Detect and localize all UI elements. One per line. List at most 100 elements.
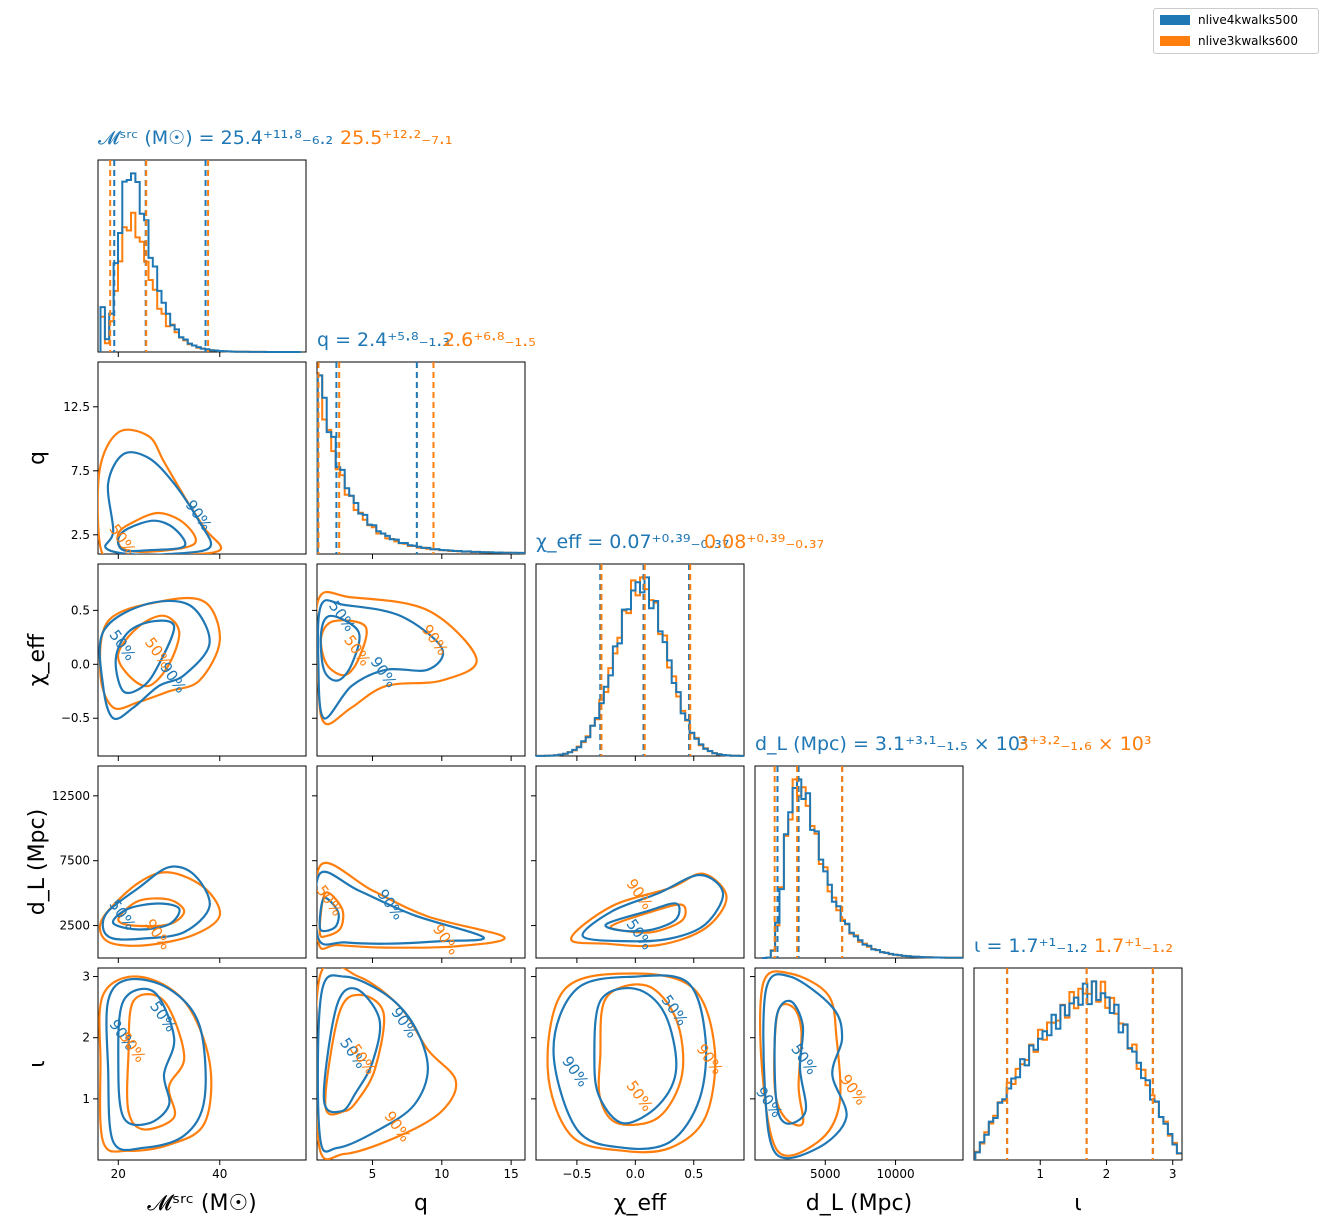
title-q-blue: q = 2.4⁺⁵·⁸₋₁.₃ [317,329,450,351]
panel-chi-mc: 50% 50%90%−0.50.00.5 [61,563,307,761]
contours: 50% 50%90% [98,596,221,721]
contour-o50 [125,993,186,1131]
panel-frame [535,765,745,959]
title-iota-blue: ι = 1.7⁺¹₋₁.₂ [974,935,1088,957]
contours: 50%90%90%50% [317,590,478,726]
legend-swatch-orange [1160,36,1190,46]
panel-dl-q: 90% 90% 50% [312,765,526,963]
contour-o90 [317,968,458,1160]
contour-b50 [319,614,361,682]
title-iota-orange: 1.7⁺¹₋₁.₂ [1094,935,1173,957]
contour-label: 50% [787,1040,821,1078]
contour-b90 [317,870,485,946]
hist-blue [535,576,744,757]
x-tick-label: 2 [1103,1167,1111,1181]
title-dl-blue: d_L (Mpc) = 3.1⁺³·¹₋₁.₅ × 10³ [755,733,1028,755]
hist-blue [974,980,1182,1160]
y-tick-label: 3 [82,970,90,984]
y-tick-label: 0.0 [71,657,90,671]
contour-label: 90% [752,1083,786,1121]
title-q-orange: 2.6⁺⁶·⁸₋₁.₅ [443,329,536,351]
contour-o90 [98,596,221,711]
panel-frame [754,765,964,959]
x-tick-label: 1 [1036,1167,1044,1181]
contours: 50%90%50% [98,975,213,1153]
contour-b50 [116,519,187,553]
y-axis-label-dl: d_L (Mpc) [25,809,50,915]
contour-b90 [552,974,708,1150]
panel-iota-dl: 50%90%90% 5000 10000 [750,967,964,1181]
title-dl-orange: 3⁺³·²₋₁.₆ × 10³ [1017,733,1151,755]
contour-label: 90% [429,921,463,959]
hist-blue [762,778,963,959]
panel-frame [316,361,526,555]
x-tick-label: 15 [503,1167,518,1181]
contours: 50%90%90% [752,970,870,1160]
contours: 90%50% [98,428,223,554]
contour-label: 90% [373,886,407,924]
panel-frame [97,765,307,959]
x-tick-label: 40 [212,1167,227,1181]
panel-iota-chi: 50%90%50%90%−0.5 0.0 0.5 [531,967,745,1181]
contour-b50 [773,999,808,1125]
contour-o90 [98,975,213,1153]
y-axis-label-chi: χ_eff [25,633,50,686]
y-tick-label: 2.5 [71,528,90,542]
contour-b50 [593,987,678,1125]
x-tick-label: 10 [434,1167,449,1181]
y-axis-label-iota: ι [25,1060,50,1067]
contour-o50 [318,891,345,939]
panel-frame [316,563,526,757]
legend-swatch-blue [1160,15,1190,25]
panel-iota-iota: ι = 1.7⁺¹₋₁.₂ 1.7⁺¹₋₁.₂ 1 2 3 [973,935,1183,1181]
panel-chi-q: 50%90%90%50% [312,563,526,761]
y-tick-label: −0.5 [61,711,90,725]
y-tick-label: 12500 [52,789,90,803]
legend-label-blue: nlive4kwalks500 [1198,13,1298,27]
contours: 90%50% [570,872,728,954]
x-tick-label: 3 [1169,1167,1177,1181]
contour-label: 90% [622,875,656,913]
contour-o50 [319,619,368,677]
y-tick-label: 7.5 [71,464,90,478]
contour-o90 [317,590,478,726]
panel-dl-mc: 50%90% 2500 7500 12500 [52,765,307,963]
contour-b50 [318,896,340,933]
hist-orange [316,374,525,555]
contour-b90 [101,865,211,941]
legend-item-blue: nlive4kwalks500 [1160,13,1298,27]
contour-label: 90% [418,621,452,659]
contour-b50 [111,902,181,931]
title-mc-orange: 25.5⁺¹²·²₋₇.₁ [340,127,453,149]
hist-orange [535,576,744,757]
y-tick-label: 2 [82,1031,90,1045]
contour-label: 50% [146,998,180,1036]
x-tick-label: 0.5 [684,1167,703,1181]
contours: 90%50%50%90% [317,968,458,1160]
hist-blue [316,374,525,554]
contour-b50 [114,619,176,695]
panel-frame [535,967,745,1161]
contour-label: 50% [622,916,656,954]
panel-mc-mc: 𝓜ˢʳᶜ (M☉) = 25.4⁺¹¹·⁸₋₆.₂ 25.5⁺¹²·²₋₇.₁ [97,127,453,357]
panel-frame [973,967,1183,1161]
contour-label: 90% [156,659,190,697]
legend-label-orange: nlive3kwalks600 [1198,34,1298,48]
contour-b90 [104,451,213,554]
x-axis-label-iota: ι [1074,1191,1081,1216]
x-tick-label: 5 [369,1167,377,1181]
contour-label: 90% [387,1004,421,1042]
x-axis-label-dl: d_L (Mpc) [806,1191,912,1216]
x-tick-label: −0.5 [562,1167,591,1181]
contour-o50 [117,897,186,928]
contour-b90 [317,599,445,720]
contour-b50 [117,987,176,1127]
legend: nlive4kwalks500 nlive3kwalks600 [1153,8,1319,54]
panel-iota-q: 90%50%50%90% 5 10 15 [312,967,526,1181]
contour-o90 [546,972,717,1154]
x-tick-label: 0.0 [626,1167,645,1181]
x-axis-label-q: q [414,1191,428,1216]
x-tick-label: 20 [111,1167,126,1181]
contour-b90 [105,978,207,1152]
